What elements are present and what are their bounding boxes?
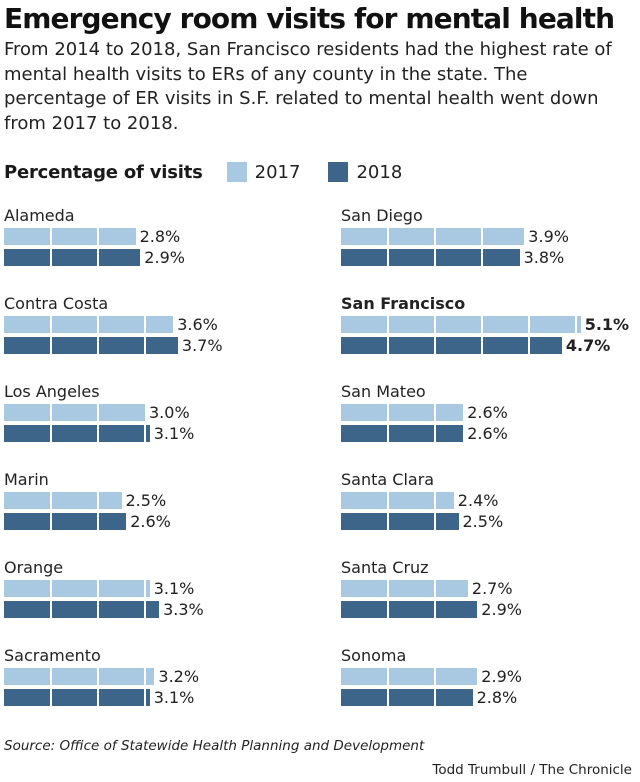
- bar-value-label: 3.6%: [177, 315, 218, 334]
- bar-value-label: 2.6%: [130, 512, 171, 531]
- bar-2018: [341, 249, 520, 266]
- bar-value-label: 3.0%: [149, 403, 190, 422]
- bar-2017: [4, 580, 150, 597]
- county-name: Contra Costa: [4, 294, 109, 313]
- county-name: Orange: [4, 558, 64, 577]
- county-panel: Alameda 2.8% 2.9%: [4, 206, 304, 286]
- county-panel: Santa Clara 2.4% 2.5%: [341, 470, 640, 550]
- county-name: Santa Clara: [341, 470, 435, 489]
- bar-value-label: 2.6%: [467, 424, 508, 443]
- bar-value-label: 3.9%: [528, 227, 569, 246]
- bar-2017: [4, 668, 155, 685]
- county-panel: Los Angeles 3.0% 3.1%: [4, 382, 304, 462]
- county-panel: Santa Cruz 2.7% 2.9%: [341, 558, 640, 638]
- chart-subtitle: From 2014 to 2018, San Francisco residen…: [4, 39, 612, 134]
- bar-2017: [341, 580, 468, 597]
- bar-value-label: 5.1%: [584, 315, 630, 334]
- bar-value-label: 2.8%: [139, 227, 181, 246]
- bar-value-label: 2.6%: [467, 403, 508, 422]
- bar-2017: [4, 404, 145, 421]
- bar-value-label: 2.9%: [481, 667, 522, 686]
- bar-value-label: 2.5%: [462, 512, 504, 531]
- bar-2017: [341, 316, 581, 333]
- legend-swatch-2018: [328, 162, 349, 182]
- bar-2017: [341, 668, 478, 685]
- county-name: San Mateo: [341, 382, 426, 401]
- bar-2017: [4, 316, 174, 333]
- bar-value-label: 4.7%: [565, 336, 611, 355]
- bar-2018: [4, 337, 178, 354]
- county-name: Sacramento: [4, 646, 101, 665]
- bar-2018: [341, 425, 464, 442]
- bar-value-label: 3.8%: [523, 248, 565, 267]
- bar-2018: [4, 601, 160, 618]
- bar-value-label: 3.1%: [153, 424, 195, 443]
- bar-2018: [341, 513, 459, 530]
- bar-value-label: 2.8%: [476, 688, 518, 707]
- bar-2018: [4, 513, 127, 530]
- bar-2017: [341, 404, 464, 421]
- legend: Percentage of visits 2017 2018: [4, 158, 430, 186]
- legend-label-2017: 2017: [254, 161, 301, 183]
- county-panel: San Mateo 2.6% 2.6%: [341, 382, 640, 462]
- chart-title: Emergency room visits for mental health: [4, 2, 615, 35]
- bar-value-label: 2.4%: [457, 491, 499, 510]
- bar-2017: [4, 228, 136, 245]
- bar-2018: [341, 337, 562, 354]
- credit-line: Todd Trumbull / The Chronicle: [432, 762, 632, 778]
- bar-value-label: 3.7%: [181, 336, 223, 355]
- source-note: Source: Office of Statewide Health Plann…: [4, 738, 425, 754]
- county-panel: Orange 3.1% 3.3%: [4, 558, 304, 638]
- bar-value-label: 2.7%: [471, 579, 513, 598]
- county-panel: San Francisco 5.1% 4.7%: [341, 294, 640, 374]
- bar-2018: [4, 689, 150, 706]
- county-name: Santa Cruz: [341, 558, 429, 577]
- bar-value-label: 3.2%: [158, 667, 200, 686]
- county-name: San Diego: [341, 206, 423, 225]
- bar-value-label: 2.5%: [125, 491, 167, 510]
- bar-value-label: 2.9%: [481, 600, 522, 619]
- bar-value-label: 2.9%: [144, 248, 185, 267]
- bar-value-label: 3.3%: [163, 600, 204, 619]
- county-name: Alameda: [4, 206, 75, 225]
- bar-2018: [4, 249, 141, 266]
- bar-2017: [4, 492, 122, 509]
- bar-2017: [341, 492, 454, 509]
- county-panel: Marin 2.5% 2.6%: [4, 470, 304, 550]
- county-panel: Sacramento 3.2% 3.1%: [4, 646, 304, 726]
- legend-label-2018: 2018: [356, 161, 403, 183]
- legend-title: Percentage of visits: [4, 161, 203, 183]
- bar-value-label: 3.1%: [153, 688, 195, 707]
- legend-swatch-2017: [226, 162, 247, 182]
- bar-value-label: 3.1%: [153, 579, 195, 598]
- county-name: Los Angeles: [4, 382, 100, 401]
- county-panel: San Diego 3.9% 3.8%: [341, 206, 640, 286]
- county-name: Sonoma: [341, 646, 407, 665]
- county-panel: Sonoma 2.9% 2.8%: [341, 646, 640, 726]
- bar-2017: [341, 228, 525, 245]
- county-panel: Contra Costa 3.6% 3.7%: [4, 294, 304, 374]
- bar-2018: [341, 601, 478, 618]
- bar-2018: [4, 425, 150, 442]
- county-name: Marin: [4, 470, 49, 489]
- county-name: San Francisco: [341, 294, 466, 313]
- bar-2018: [341, 689, 473, 706]
